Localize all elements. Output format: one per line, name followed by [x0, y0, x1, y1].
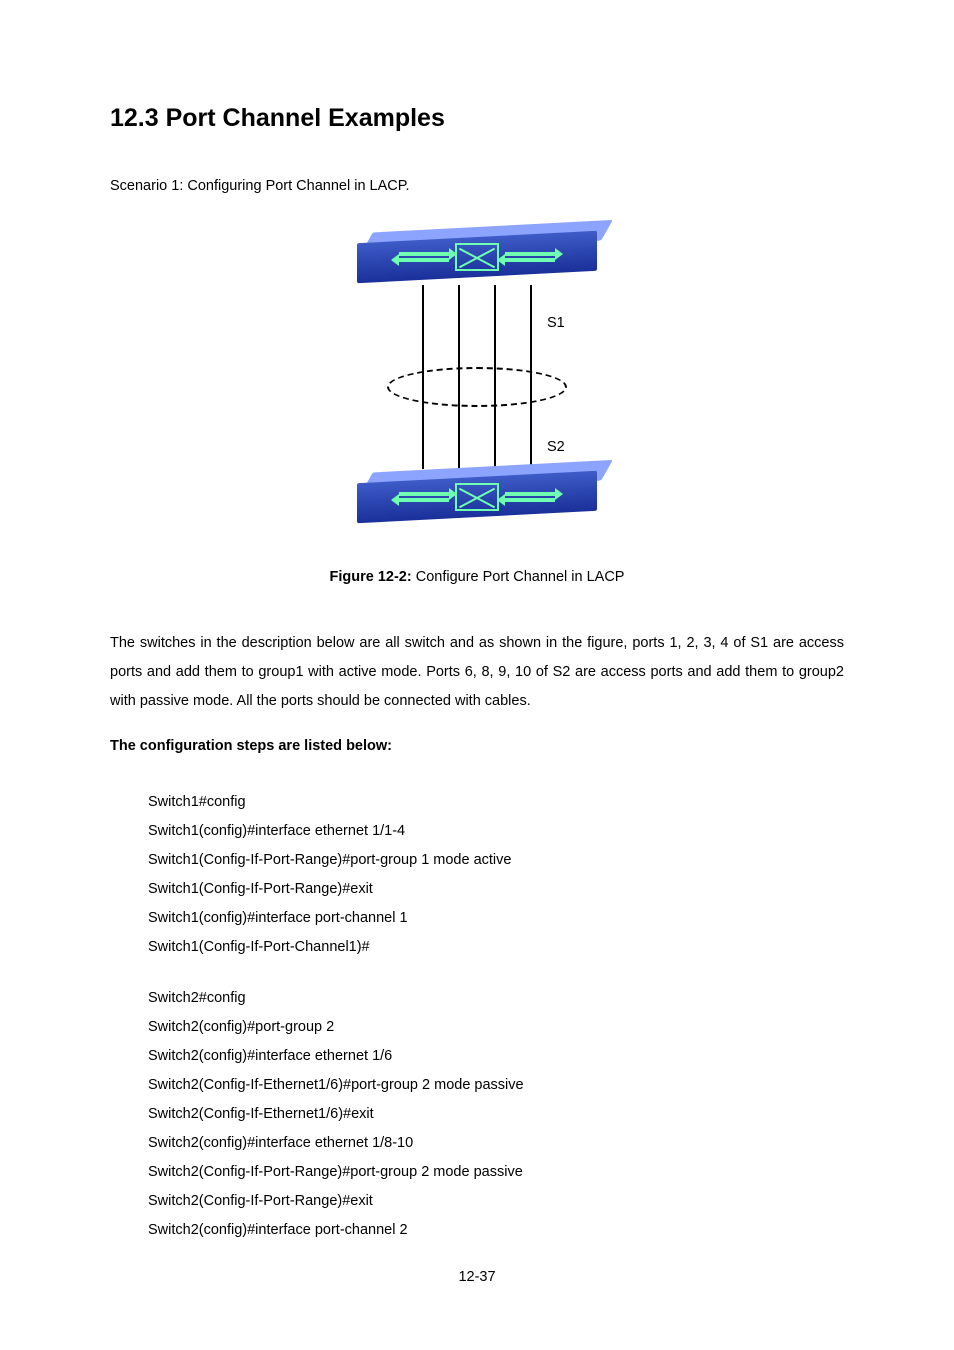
config-line: Switch2(config)#port-group 2 — [148, 1013, 844, 1042]
section-heading: 12.3 Port Channel Examples — [110, 100, 844, 138]
arrow-icon — [505, 258, 555, 262]
description-paragraph: The switches in the description below ar… — [110, 629, 844, 716]
config-line: Switch2(config)#interface port-channel 2 — [148, 1216, 844, 1245]
cross-icon — [455, 483, 499, 511]
arrow-icon — [505, 498, 555, 502]
page-number: 12-37 — [110, 1267, 844, 1289]
arrow-icon — [505, 252, 555, 256]
arrow-icon — [399, 252, 449, 256]
switch-front-face — [357, 239, 597, 275]
figure-caption-text: Configure Port Channel in LACP — [412, 569, 625, 585]
config-line: Switch2(config)#interface ethernet 1/6 — [148, 1042, 844, 1071]
config-line: Switch2(Config-If-Port-Range)#port-group… — [148, 1158, 844, 1187]
config-line: Switch2(config)#interface ethernet 1/8-1… — [148, 1129, 844, 1158]
config-line: Switch2#config — [148, 984, 844, 1013]
config-line: Switch1(config)#interface ethernet 1/1-4 — [148, 817, 844, 846]
config-block-switch1: Switch1#config Switch1(config)#interface… — [148, 788, 844, 962]
arrow-icon — [399, 258, 449, 262]
config-line: Switch2(Config-If-Port-Range)#exit — [148, 1187, 844, 1216]
config-line: Switch1(config)#interface port-channel 1 — [148, 904, 844, 933]
config-line: Switch1(Config-If-Port-Channel1)# — [148, 933, 844, 962]
label-s2: S2 — [547, 437, 565, 459]
arrow-icon — [399, 492, 449, 496]
config-line: Switch2(Config-If-Ethernet1/6)#exit — [148, 1100, 844, 1129]
label-s1: S1 — [547, 313, 565, 335]
config-line: Switch1(Config-If-Port-Range)#port-group… — [148, 846, 844, 875]
cross-icon — [455, 243, 499, 271]
arrow-icon — [505, 492, 555, 496]
config-line: Switch1(Config-If-Port-Range)#exit — [148, 875, 844, 904]
scenario-text: Scenario 1: Configuring Port Channel in … — [110, 176, 844, 198]
config-line: Switch2(Config-If-Ethernet1/6)#port-grou… — [148, 1071, 844, 1100]
arrow-icon — [399, 498, 449, 502]
config-block-switch2: Switch2#config Switch2(config)#port-grou… — [148, 984, 844, 1245]
config-line: Switch1#config — [148, 788, 844, 817]
switch-front-face — [357, 479, 597, 515]
figure-caption: Figure 12-2: Configure Port Channel in L… — [330, 567, 625, 589]
figure-caption-label: Figure 12-2: — [330, 569, 412, 585]
steps-heading: The configuration steps are listed below… — [110, 736, 844, 758]
port-channel-diagram: S1 S2 — [327, 227, 627, 527]
channel-ellipse — [387, 367, 567, 407]
switch-s1 — [357, 227, 597, 287]
figure-container: S1 S2 Figure 12-2: Configure Port Channe… — [110, 227, 844, 589]
switch-s2 — [357, 467, 597, 527]
